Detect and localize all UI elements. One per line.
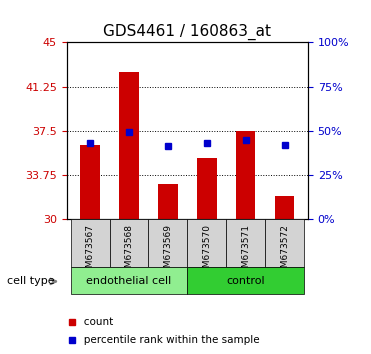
Title: GDS4461 / 160863_at: GDS4461 / 160863_at: [104, 23, 271, 40]
Text: cell type: cell type: [7, 276, 55, 286]
Bar: [236, 131, 255, 219]
Text: GSM673569: GSM673569: [163, 224, 173, 279]
Text: endothelial cell: endothelial cell: [86, 275, 172, 286]
Text: count: count: [74, 317, 114, 327]
Text: GSM673568: GSM673568: [125, 224, 134, 279]
FancyBboxPatch shape: [70, 267, 187, 294]
Text: GSM673570: GSM673570: [202, 224, 211, 279]
FancyBboxPatch shape: [187, 219, 226, 267]
FancyBboxPatch shape: [187, 267, 304, 294]
Text: control: control: [226, 275, 265, 286]
FancyBboxPatch shape: [70, 219, 109, 267]
Bar: [275, 196, 294, 219]
Text: GSM673567: GSM673567: [86, 224, 95, 279]
Text: GSM673571: GSM673571: [241, 224, 250, 279]
Bar: [81, 145, 100, 219]
FancyBboxPatch shape: [109, 219, 148, 267]
Text: GSM673572: GSM673572: [280, 224, 289, 279]
Bar: [158, 184, 178, 219]
FancyBboxPatch shape: [265, 219, 304, 267]
Bar: [119, 72, 139, 219]
Bar: [197, 158, 217, 219]
FancyBboxPatch shape: [226, 219, 265, 267]
FancyBboxPatch shape: [148, 219, 187, 267]
Text: percentile rank within the sample: percentile rank within the sample: [74, 335, 260, 345]
